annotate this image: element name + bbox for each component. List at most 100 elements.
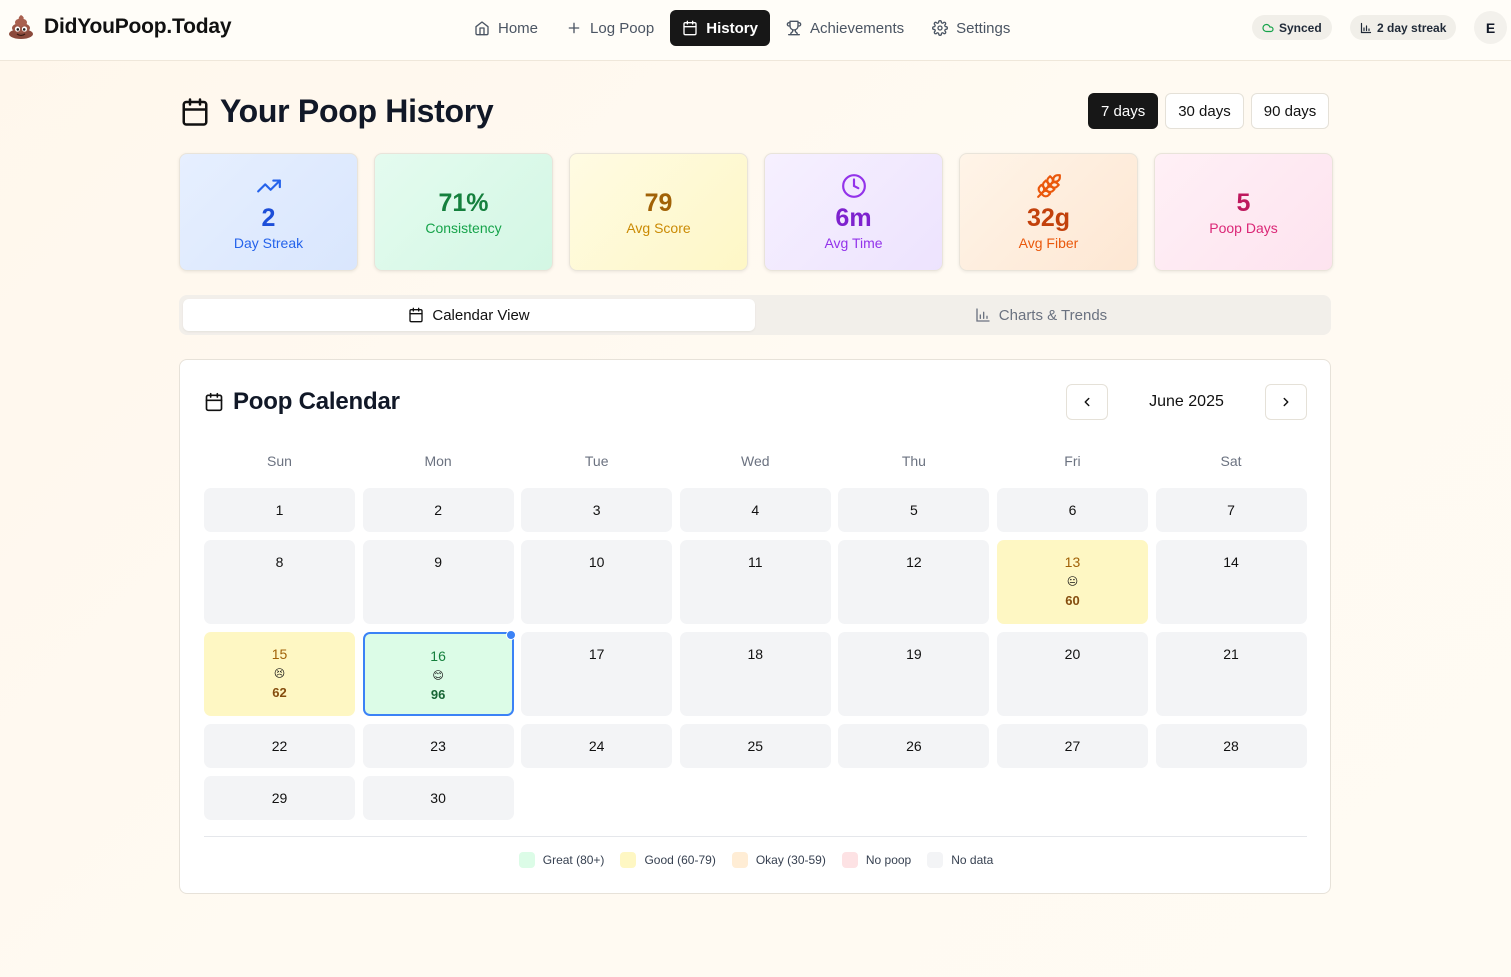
calendar-day[interactable]: 19 [838, 632, 990, 716]
weekday-label: Fri [1064, 453, 1081, 469]
calendar-day[interactable]: 11 [679, 540, 831, 624]
day-number: 26 [906, 738, 922, 754]
chevron-left-icon [1084, 397, 1090, 407]
stat-label: Consistency [425, 220, 502, 236]
bar-chart-icon [1360, 22, 1372, 33]
day-number: 14 [1223, 554, 1239, 570]
calendar-day[interactable]: 24 [521, 724, 673, 768]
legend-label: Great (80+) [542, 853, 605, 867]
month-label: June 2025 [1149, 393, 1224, 410]
legend-swatch [518, 852, 535, 868]
day-score: 62 [272, 685, 287, 700]
stat-value: 5 [1236, 189, 1251, 217]
nav-home[interactable]: Home [462, 10, 550, 46]
calendar-day[interactable]: 20 [996, 632, 1148, 716]
clock-icon [841, 174, 866, 198]
calendar-grid: 1 2 3 4 5 6 7 8 9 10 11 12 13 😐 60 14 15 😣 62 16 😊 96 17 18 19 20… [204, 488, 1307, 820]
calendar-day[interactable]: 18 [679, 632, 831, 716]
stat-value: 32g [1026, 204, 1071, 232]
calendar-icon [683, 20, 697, 36]
calendar-day[interactable]: 21 [1155, 632, 1307, 716]
calendar-day[interactable]: 9 [362, 540, 514, 624]
calendar-day[interactable]: 3 [521, 488, 673, 532]
stat-value: 2 [261, 204, 276, 232]
mood-emoji: 😊 [432, 670, 444, 682]
calendar-icon [205, 392, 223, 412]
calendar-day[interactable]: 23 [362, 724, 514, 768]
calendar-day[interactable]: 5 [838, 488, 990, 532]
calendar-day[interactable]: 6 [996, 488, 1148, 532]
calendar-day[interactable]: 8 [204, 540, 355, 624]
day-number: 24 [588, 738, 605, 754]
range-90-days-button[interactable]: 90 days [1250, 93, 1330, 129]
month-navigator: June 2025 [1066, 384, 1307, 420]
day-number: 25 [747, 738, 764, 754]
day-score: 60 [1065, 593, 1080, 608]
calendar-day[interactable]: 14 [1155, 540, 1307, 624]
tab-calendar-view-label: Calendar View [432, 306, 530, 324]
day-number: 27 [1064, 738, 1081, 754]
calendar-day[interactable]: 25 [679, 724, 831, 768]
calendar-day[interactable]: 29 [204, 776, 355, 820]
calendar-day[interactable]: 12 [838, 540, 990, 624]
day-number: 10 [588, 554, 605, 570]
nav-home-label: Home [498, 19, 539, 37]
stat-value: 79 [644, 189, 673, 217]
trending-up-icon [256, 179, 281, 193]
legend-label: No data [951, 853, 994, 867]
tab-charts-trends[interactable]: Charts & Trends [755, 299, 1327, 331]
calendar-day[interactable]: 15 😣 62 [204, 632, 355, 716]
range-selector: 7 days 30 days 90 days [1088, 93, 1330, 129]
day-number: 4 [751, 502, 760, 518]
calendar-day[interactable]: 2 [362, 488, 514, 532]
page-header: Your Poop History [180, 93, 494, 130]
day-number: 18 [747, 646, 764, 662]
legend-label: Good (60-79) [644, 853, 716, 867]
calendar-day[interactable]: 26 [838, 724, 990, 768]
today-indicator [505, 630, 516, 640]
range-7-days-button[interactable]: 7 days [1088, 93, 1159, 129]
calendar-day[interactable]: 30 [362, 776, 514, 820]
calendar-day[interactable]: 17 [521, 632, 673, 716]
nav-achievements[interactable]: Achievements [774, 10, 916, 46]
calendar-day[interactable]: 13 😐 60 [996, 540, 1148, 624]
calendar-day[interactable]: 28 [1155, 724, 1307, 768]
day-number: 13 [1064, 554, 1081, 570]
stat-card-avg-time: 6m Avg Time [764, 153, 943, 271]
gear-icon [932, 20, 949, 36]
calendar-day[interactable]: 4 [679, 488, 831, 532]
range-30-days-button[interactable]: 30 days [1165, 93, 1244, 129]
user-avatar[interactable]: E [1474, 11, 1507, 44]
next-month-button[interactable] [1265, 384, 1307, 420]
home-icon [475, 21, 489, 36]
weekday-label: Mon [424, 453, 452, 469]
legend-item: No poop [841, 852, 911, 868]
nav-history[interactable]: History [670, 10, 770, 46]
stats-row: 2 Day Streak 71% Consistency 79 Avg Scor… [179, 153, 1333, 271]
stat-value: 71% [438, 189, 489, 217]
sync-status-label: Synced [1279, 20, 1322, 35]
nav-settings[interactable]: Settings [920, 10, 1022, 46]
calendar-day[interactable]: 7 [1155, 488, 1307, 532]
app-name: DidYouPoop.Today [44, 15, 232, 38]
nav-log-poop[interactable]: Log Poop [554, 10, 666, 46]
legend-label: Okay (30-59) [755, 853, 826, 867]
stat-label: Day Streak [233, 235, 304, 251]
mood-emoji: 😣 [273, 668, 286, 680]
day-number: 23 [430, 738, 446, 754]
calendar-icon [182, 97, 208, 126]
calendar-day[interactable]: 10 [521, 540, 673, 624]
nav-history-label: History [706, 19, 758, 37]
calendar-day[interactable]: 22 [204, 724, 355, 768]
calendar-day[interactable]: 16 😊 96 [362, 630, 516, 716]
calendar-day[interactable]: 27 [996, 724, 1148, 768]
day-number: 5 [909, 502, 918, 518]
wheat-icon [1036, 174, 1061, 198]
previous-month-button[interactable] [1066, 384, 1108, 420]
calendar-day[interactable]: 1 [204, 488, 355, 532]
brand[interactable]: DidYouPoop.Today [8, 14, 232, 40]
tab-calendar-view[interactable]: Calendar View [183, 299, 755, 331]
day-number: 28 [1223, 738, 1239, 754]
sync-status-badge: Synced [1252, 15, 1332, 40]
tab-charts-trends-label: Charts & Trends [998, 306, 1108, 324]
